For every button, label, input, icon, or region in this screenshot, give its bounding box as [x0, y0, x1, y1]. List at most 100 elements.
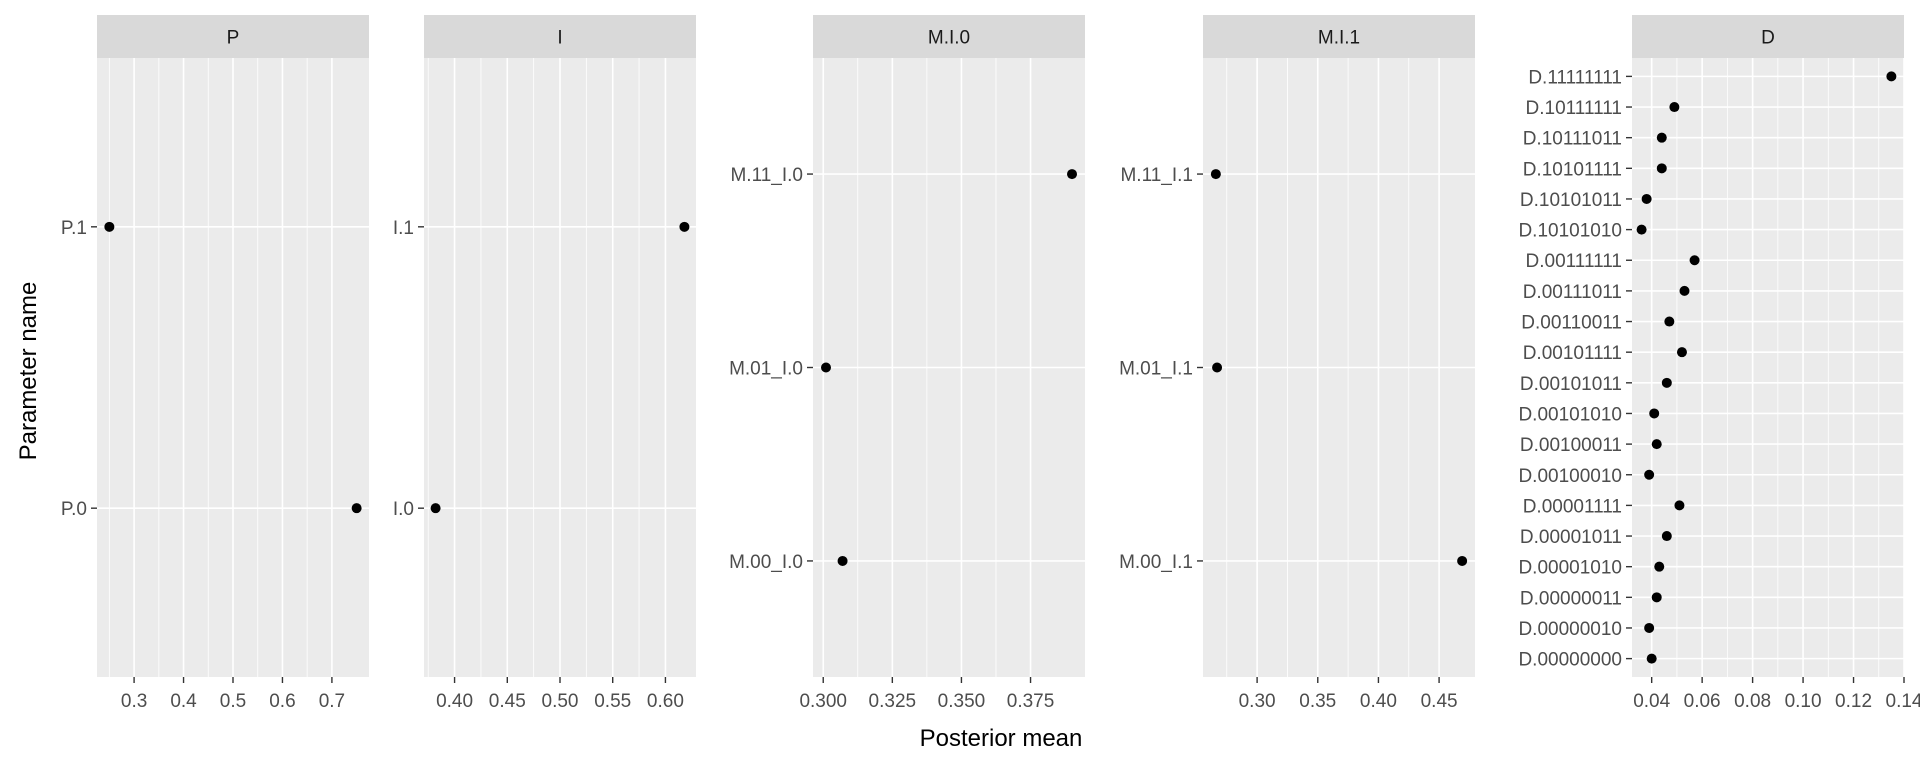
data-point [1644, 469, 1655, 480]
facet-p: P 0.3 0.4 0.5 0.6 0.7 P.0 P.1 [61, 15, 369, 712]
y-tick-label: D.00100010 [1518, 466, 1622, 487]
data-point [1636, 224, 1647, 235]
facet-i: I 0.40 0.45 0.50 0.55 0.60 I.0 I.1 [393, 15, 696, 712]
x-tick-label: 0.6 [269, 691, 295, 712]
y-tick-label: D.10101010 [1518, 221, 1622, 242]
y-tick-label: D.00000000 [1518, 650, 1622, 671]
y-tick-label: D.00110011 [1521, 313, 1622, 334]
data-point [1656, 163, 1667, 174]
data-point [1669, 102, 1680, 113]
x-tick-label: 0.04 [1633, 691, 1670, 712]
y-tick-label: D.00001010 [1518, 558, 1622, 579]
x-tick-label: 0.55 [594, 691, 631, 712]
facet-strip-label: M.I.0 [928, 28, 970, 49]
x-tick-label: 0.7 [319, 691, 345, 712]
x-tick-label: 0.4 [170, 691, 197, 712]
y-tick-label: D.00001011 [1520, 527, 1622, 548]
data-point [1212, 362, 1223, 373]
data-point [1457, 555, 1468, 566]
facet-m-i-0: M.I.0 0.300 0.325 0.350 0.375 M.00_I.0 M.01_I.… [729, 15, 1085, 712]
facet-strip-label: D [1761, 28, 1775, 49]
facet-strip-label: I [557, 28, 562, 49]
y-axis-title: Parameter name [15, 282, 42, 461]
facet-strip [1203, 15, 1475, 58]
y-tick-label: D.11111111 [1528, 67, 1622, 88]
y-tick-label: P.1 [61, 218, 87, 239]
facet-panels: P 0.3 0.4 0.5 0.6 0.7 P.0 P.1 I 0.40 0.45 0.50 0.55 0… [61, 15, 1920, 712]
x-tick-label: 0.08 [1734, 691, 1771, 712]
data-point [1210, 169, 1221, 180]
facet-strip [1632, 15, 1904, 58]
data-point [1651, 439, 1662, 450]
y-tick-label: I.0 [393, 499, 414, 520]
y-tick-label: D.10101011 [1520, 190, 1622, 211]
data-point [1661, 377, 1672, 388]
panel-background [1632, 58, 1904, 677]
y-tick-label: D.00100011 [1520, 435, 1622, 456]
data-point [1656, 132, 1667, 143]
y-tick-label: M.01_I.0 [729, 359, 803, 380]
x-tick-label: 0.06 [1684, 691, 1721, 712]
y-tick-label: P.0 [61, 499, 87, 520]
facet-strip-label: P [227, 28, 240, 49]
x-tick-label: 0.45 [1421, 691, 1458, 712]
x-tick-label: 0.50 [542, 691, 579, 712]
facet-strip [424, 15, 696, 58]
y-tick-label: D.00101010 [1518, 404, 1622, 425]
data-point [1674, 500, 1685, 511]
facet-d: D 0.04 0.06 0.08 0.10 0.12 0.14 D.00000000 D.000… [1518, 15, 1920, 712]
y-tick-label: D.00101011 [1520, 374, 1622, 395]
x-axis-title: Posterior mean [920, 725, 1083, 752]
data-point [820, 362, 831, 373]
facet-strip [97, 15, 369, 58]
data-point [837, 555, 848, 566]
y-tick-label: D.00000011 [1520, 588, 1622, 609]
data-point [1067, 169, 1078, 180]
y-tick-label: D.00111011 [1523, 282, 1622, 303]
data-point [679, 221, 690, 232]
y-tick-label: I.1 [393, 218, 414, 239]
x-tick-label: 0.45 [489, 691, 526, 712]
data-point [1646, 653, 1657, 664]
y-tick-label: M.00_I.1 [1119, 552, 1193, 573]
data-point [1679, 285, 1690, 296]
y-tick-label: M.01_I.1 [1119, 359, 1193, 380]
x-tick-label: 0.325 [869, 691, 917, 712]
x-tick-label: 0.40 [1360, 691, 1397, 712]
data-point [104, 221, 115, 232]
x-tick-label: 0.3 [121, 691, 147, 712]
data-point [1689, 255, 1700, 266]
x-tick-label: 0.350 [938, 691, 986, 712]
y-tick-label: M.00_I.0 [729, 552, 803, 573]
data-point [430, 503, 441, 514]
x-tick-label: 0.60 [647, 691, 684, 712]
data-point [1641, 193, 1652, 204]
data-point [1644, 622, 1655, 633]
data-point [1654, 561, 1665, 572]
x-tick-label: 0.375 [1007, 691, 1055, 712]
y-tick-label: M.11_I.0 [730, 165, 803, 186]
y-tick-label: D.10101111 [1523, 159, 1622, 180]
facet-strip-label: M.I.1 [1318, 28, 1360, 49]
x-tick-label: 0.300 [799, 691, 847, 712]
data-point [1661, 531, 1672, 542]
y-tick-label: D.00001111 [1523, 496, 1622, 517]
data-point [1676, 347, 1687, 358]
facet-m-i-1: M.I.1 0.30 0.35 0.40 0.45 M.00_I.1 M.01_I.1 M.1… [1119, 15, 1475, 712]
x-tick-label: 0.40 [436, 691, 473, 712]
x-tick-label: 0.10 [1785, 691, 1822, 712]
y-tick-label: D.00000010 [1518, 619, 1622, 640]
x-tick-label: 0.14 [1886, 691, 1920, 712]
y-tick-label: D.00101111 [1523, 343, 1622, 364]
y-tick-label: D.10111111 [1526, 98, 1622, 119]
y-tick-label: D.10111011 [1523, 129, 1622, 150]
data-point [1651, 592, 1662, 603]
data-point [1886, 71, 1897, 82]
x-tick-label: 0.35 [1299, 691, 1336, 712]
facet-strip [813, 15, 1085, 58]
y-tick-label: D.00111111 [1526, 251, 1622, 272]
x-tick-label: 0.5 [220, 691, 246, 712]
data-point [1664, 316, 1675, 327]
data-point [1649, 408, 1660, 419]
